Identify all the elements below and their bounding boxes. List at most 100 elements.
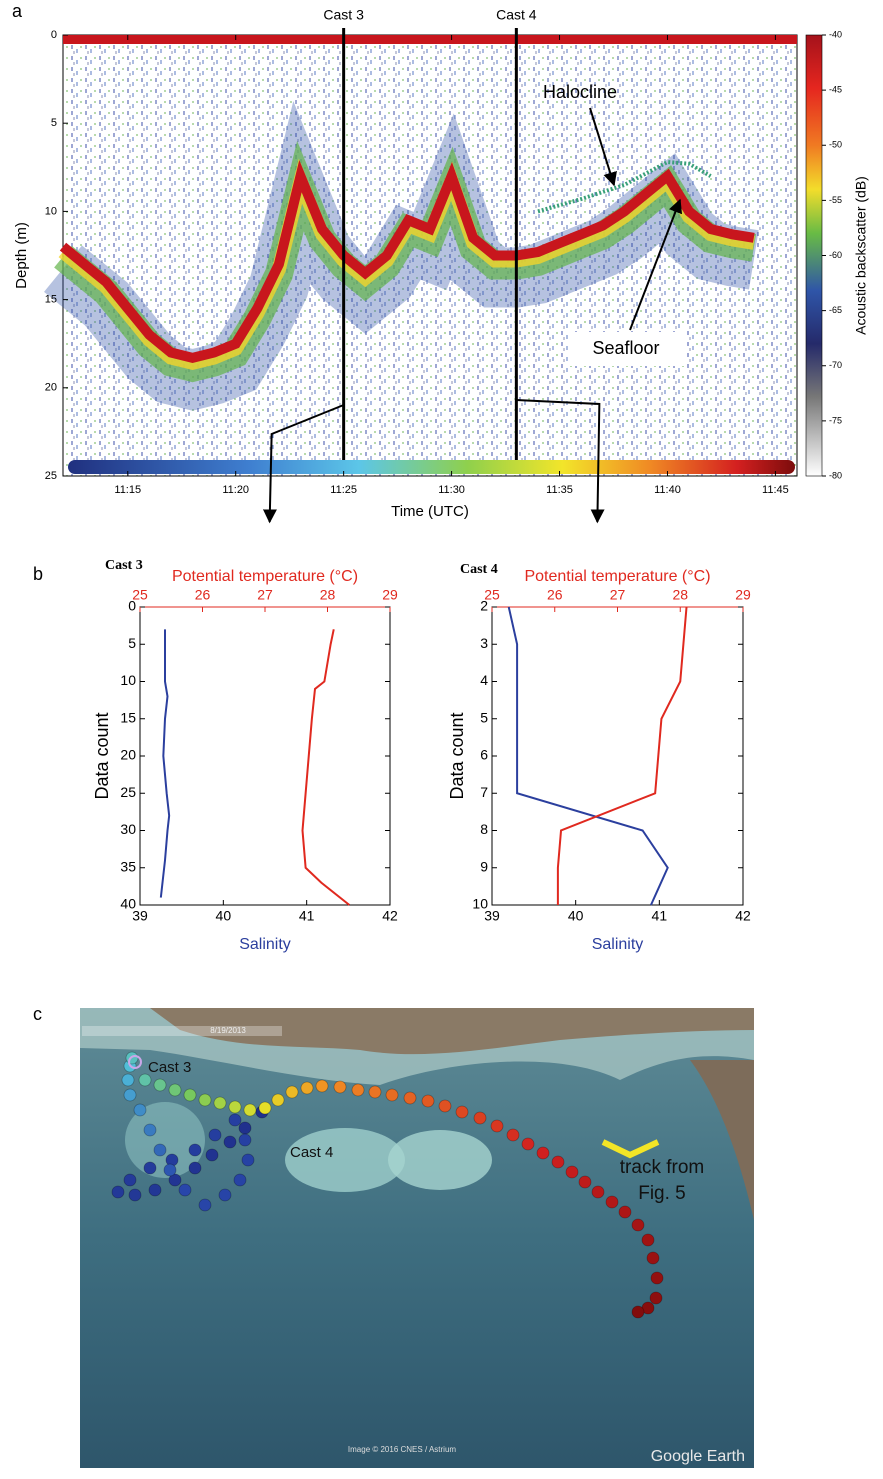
track-point: [333, 1080, 347, 1094]
y-tick-label: 2: [480, 598, 488, 614]
track-point: [178, 1183, 192, 1197]
x2-tick-label: 28: [672, 587, 688, 603]
panel-title: Cast 3: [105, 558, 143, 573]
x2-tick-label: 29: [382, 587, 398, 603]
profile-line: [507, 606, 669, 906]
map-credit: Image © 2016 CNES / Astrium: [348, 1445, 456, 1454]
cast-label: Cast 4: [496, 7, 537, 23]
x-tick-label: 42: [735, 908, 751, 924]
cast-marker: [128, 1055, 142, 1069]
track-point: [473, 1111, 487, 1125]
x-axis-label: Time (UTC): [391, 503, 469, 520]
cast-arrow: [262, 404, 345, 524]
x2-axis-label: Potential temperature (°C): [524, 568, 710, 585]
track-point: [138, 1073, 152, 1087]
track-point: [198, 1093, 212, 1107]
map-label: Cast 3: [148, 1059, 191, 1076]
track-point: [243, 1103, 257, 1117]
x-tick-label: 39: [132, 908, 148, 924]
y-tick-label: 20: [45, 382, 57, 394]
y-axis-label: Depth (m): [13, 222, 30, 289]
colorbar-tick-label: -65: [829, 305, 842, 315]
track-point: [438, 1099, 452, 1113]
track-point: [153, 1143, 167, 1157]
y-axis-label: Data count: [92, 712, 112, 799]
track-point: [188, 1143, 202, 1157]
colorbar-tick-label: -80: [829, 470, 842, 480]
x2-axis-label: Potential temperature (°C): [172, 568, 358, 585]
x-tick-label: 11:45: [762, 484, 789, 496]
plot-frame: [491, 606, 744, 906]
x2-tick-label: 25: [132, 587, 148, 603]
x-tick-label: 42: [382, 908, 398, 924]
y-tick-label: 5: [480, 709, 488, 725]
annotation: Halocline: [543, 82, 617, 102]
track-point: [233, 1173, 247, 1187]
track-point: [238, 1121, 252, 1135]
panel-label: c: [33, 1004, 42, 1024]
track-point: [578, 1175, 592, 1189]
colorbar-label: Acoustic backscatter (dB): [853, 176, 869, 335]
track-point: [228, 1113, 242, 1127]
map-brand: Google Earth: [651, 1448, 745, 1465]
x2-tick-label: 27: [610, 587, 626, 603]
profile-line: [556, 606, 688, 905]
track-point: [163, 1163, 177, 1177]
profile-line: [301, 629, 350, 906]
y-tick-label: 7: [480, 784, 488, 800]
track-point: [168, 1083, 182, 1097]
annotation: Seafloor: [592, 338, 659, 358]
reef: [285, 1128, 405, 1192]
x2-tick-label: 28: [320, 587, 336, 603]
x2-tick-label: 26: [547, 587, 563, 603]
map-note: Fig. 5: [638, 1183, 686, 1204]
track-point: [536, 1146, 550, 1160]
x-tick-label: 40: [216, 908, 232, 924]
y-tick-label: 10: [472, 896, 488, 912]
date-bar: [82, 1026, 282, 1036]
y-tick-label: 30: [120, 821, 136, 837]
track-point: [285, 1085, 299, 1099]
track-point: [223, 1135, 237, 1149]
track-point: [591, 1185, 605, 1199]
land-east: [690, 1060, 754, 1220]
db-colorbar: [805, 34, 823, 477]
y-tick-label: 0: [51, 29, 57, 41]
track-bracket: [601, 1139, 660, 1159]
sea: [80, 1008, 754, 1468]
track-point: [143, 1161, 157, 1175]
track-point: [133, 1103, 147, 1117]
land: [150, 1008, 754, 1055]
track-point: [385, 1088, 399, 1102]
map-date: 8/19/2013: [210, 1026, 246, 1035]
track-point: [631, 1218, 645, 1232]
track-point: [218, 1188, 232, 1202]
track-point: [490, 1119, 504, 1133]
y-tick-label: 4: [480, 672, 488, 688]
x-tick-label: 11:20: [222, 484, 249, 496]
colorbar-tick-label: -50: [829, 140, 842, 150]
track-point: [168, 1173, 182, 1187]
track-point: [153, 1078, 167, 1092]
track-point: [618, 1205, 632, 1219]
track-point: [241, 1153, 255, 1167]
track-point: [123, 1173, 137, 1187]
track-point: [205, 1148, 219, 1162]
map-label: Cast 4: [290, 1144, 333, 1161]
track-point: [300, 1081, 314, 1095]
track-point: [148, 1183, 162, 1197]
track-point: [213, 1096, 227, 1110]
time-colorbar: [68, 460, 795, 474]
track-point: [368, 1085, 382, 1099]
halocline-line: [537, 159, 712, 214]
track-point: [183, 1088, 197, 1102]
x-tick-label: 11:25: [330, 484, 357, 496]
echogram-bg: [62, 34, 798, 477]
x-tick-label: 39: [484, 908, 500, 924]
track-point: [258, 1101, 272, 1115]
colorbar-tick-label: -75: [829, 415, 842, 425]
plot-frame: [139, 606, 391, 906]
y-tick-label: 25: [45, 470, 57, 482]
x-tick-label: 11:15: [114, 484, 141, 496]
